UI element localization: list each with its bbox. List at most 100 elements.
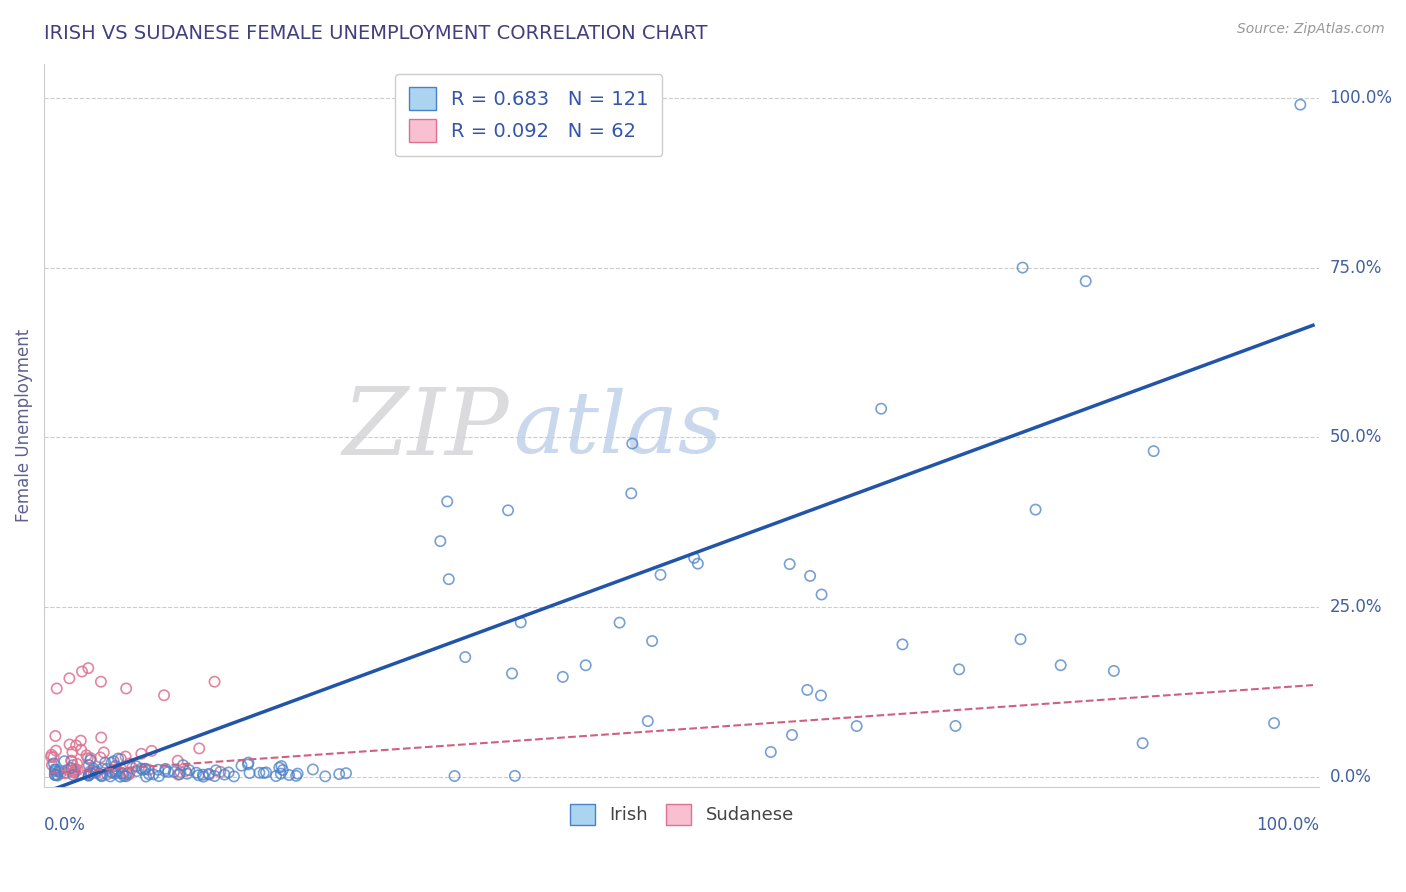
Text: 100.0%: 100.0% (1257, 816, 1319, 834)
Point (55, 766, 77, 780)
Point (41, 747, 63, 762)
Point (48, 764, 70, 778)
Point (503, 769, 526, 783)
Point (62, 758, 84, 772)
Point (111, 766, 134, 780)
Point (509, 615, 531, 630)
Point (84, 764, 107, 779)
Point (278, 768, 301, 782)
Point (83, 762, 105, 776)
Point (44, 767, 66, 781)
Point (637, 714, 659, 728)
Point (138, 767, 160, 781)
Text: 50.0%: 50.0% (1330, 428, 1382, 446)
Point (94, 756, 117, 770)
Point (157, 764, 180, 779)
Point (76, 751, 98, 765)
Point (163, 764, 186, 779)
Point (60, 754, 83, 768)
Point (82, 764, 104, 778)
Point (187, 768, 209, 782)
Point (186, 765, 208, 780)
Point (41, 757, 63, 772)
Point (118, 767, 141, 781)
Point (1074, 274, 1097, 288)
Point (218, 765, 240, 780)
Point (1011, 260, 1033, 275)
Point (172, 758, 194, 772)
Point (63, 765, 86, 780)
Point (125, 764, 148, 779)
Point (621, 436, 644, 450)
Point (302, 763, 325, 777)
Point (437, 572, 460, 586)
Text: 0.0%: 0.0% (1330, 768, 1371, 786)
Point (287, 766, 309, 780)
Point (65, 739, 87, 753)
Point (799, 569, 821, 583)
Point (443, 769, 465, 783)
Point (1049, 658, 1071, 673)
Point (89, 767, 111, 781)
Point (45, 744, 67, 758)
Point (328, 767, 350, 781)
Point (1143, 444, 1166, 458)
Point (269, 761, 291, 775)
Point (114, 749, 136, 764)
Point (121, 761, 143, 775)
Point (108, 770, 131, 784)
Point (891, 637, 914, 651)
Point (60, 761, 83, 775)
Point (110, 752, 132, 766)
Point (115, 767, 138, 781)
Point (176, 766, 198, 780)
Point (650, 567, 672, 582)
Point (686, 557, 709, 571)
Point (264, 769, 287, 783)
Point (60, 745, 83, 759)
Point (945, 719, 967, 733)
Point (90, 769, 112, 783)
Point (53, 765, 76, 780)
Point (1132, 736, 1154, 750)
Point (77, 661, 100, 675)
Point (335, 766, 357, 780)
Point (69, 733, 91, 747)
Point (253, 766, 276, 780)
Point (1263, 716, 1285, 731)
Point (1102, 664, 1125, 678)
Point (77, 769, 100, 783)
Point (759, 745, 782, 759)
Point (58, 671, 80, 685)
Point (93, 746, 115, 760)
Point (238, 766, 260, 780)
Point (155, 762, 177, 776)
Point (222, 769, 245, 783)
Point (134, 762, 156, 776)
Point (436, 494, 458, 508)
Point (75, 748, 97, 763)
Point (188, 741, 211, 756)
Point (193, 770, 215, 784)
Point (60, 754, 83, 768)
Point (91, 762, 114, 776)
Point (46, 769, 69, 783)
Point (236, 757, 259, 772)
Point (90, 731, 112, 745)
Point (77, 758, 100, 772)
Point (271, 763, 294, 777)
Point (810, 587, 832, 601)
Point (214, 767, 236, 781)
Point (79, 764, 101, 779)
Point (131, 747, 153, 761)
Point (44, 729, 66, 743)
Point (112, 766, 135, 780)
Point (100, 756, 122, 770)
Point (66, 763, 89, 777)
Point (104, 764, 127, 779)
Point (89, 750, 111, 764)
Point (44, 763, 66, 777)
Point (254, 765, 277, 780)
Point (62, 768, 84, 782)
Point (138, 763, 160, 777)
